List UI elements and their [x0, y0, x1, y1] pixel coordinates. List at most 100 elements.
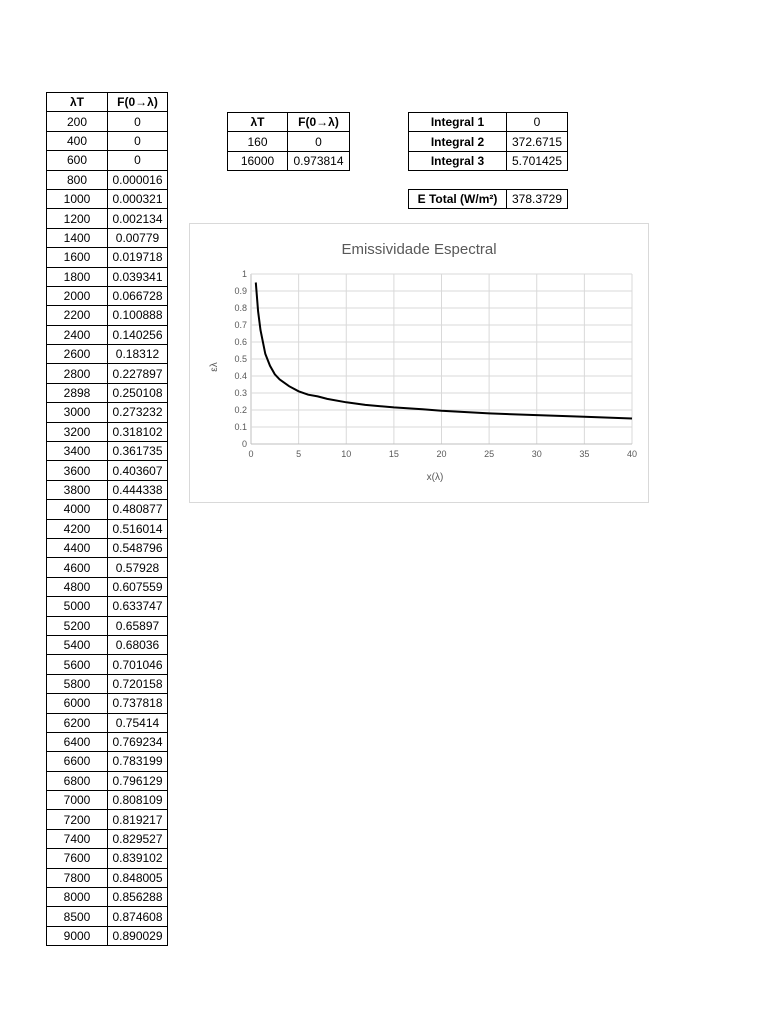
- cell-lambda-t[interactable]: 5200: [46, 615, 108, 636]
- cell-lambda-t[interactable]: 9000: [46, 925, 108, 947]
- cell-lambda-t[interactable]: 5600: [46, 654, 108, 675]
- cell-lambda-t[interactable]: 2600: [46, 344, 108, 365]
- cell-fraction[interactable]: 0.808109: [107, 790, 168, 811]
- cell-fraction[interactable]: 0.18312: [107, 344, 168, 365]
- cell-fraction[interactable]: 0.973814: [287, 150, 350, 172]
- cell-fraction[interactable]: 0.65897: [107, 615, 168, 636]
- cell-lambda-t[interactable]: 6400: [46, 731, 108, 753]
- cell-fraction[interactable]: 0.783199: [107, 751, 168, 772]
- cell-fraction[interactable]: 0: [107, 111, 168, 132]
- cell-fraction[interactable]: 0.633747: [107, 596, 168, 617]
- cell-lambda-t[interactable]: 4400: [46, 537, 108, 559]
- cell-lambda-t[interactable]: 6000: [46, 693, 108, 714]
- emissivity-chart[interactable]: Emissividade Espectral 0 5 10 15 20 25 30 35 40 0…: [189, 223, 649, 503]
- cell-lambda-t[interactable]: 4000: [46, 499, 108, 520]
- cell-fraction[interactable]: 0.856288: [107, 887, 168, 908]
- cell-lambda-t[interactable]: 3400: [46, 441, 108, 462]
- cell-lambda-t[interactable]: 4800: [46, 576, 108, 598]
- cell-fraction[interactable]: 0.318102: [107, 421, 168, 443]
- cell-fraction[interactable]: 0.874608: [107, 906, 168, 927]
- cell-fraction[interactable]: 0: [107, 150, 168, 171]
- e-total-value[interactable]: 378.3729: [506, 188, 568, 210]
- cell-lambda-t[interactable]: 7600: [46, 848, 108, 869]
- cell-lambda-t[interactable]: 400: [46, 130, 108, 152]
- cell-lambda-t[interactable]: 2400: [46, 324, 108, 346]
- cell-fraction[interactable]: 0.250108: [107, 382, 168, 404]
- cell-lambda-t[interactable]: 7400: [46, 828, 108, 850]
- cell-fraction[interactable]: 0.019718: [107, 247, 168, 268]
- cell-lambda-t[interactable]: 600: [46, 150, 108, 171]
- integral-2-label[interactable]: Integral 2: [408, 131, 507, 152]
- cell-lambda-t[interactable]: 800: [46, 169, 108, 190]
- cell-fraction[interactable]: 0.066728: [107, 285, 168, 307]
- cell-lambda-t[interactable]: 3800: [46, 479, 108, 501]
- integral-1-label[interactable]: Integral 1: [408, 111, 507, 133]
- cell-fraction[interactable]: 0.516014: [107, 518, 168, 539]
- header-fraction[interactable]: F(0→λ): [107, 91, 168, 113]
- cell-lambda-t[interactable]: 2898: [46, 382, 108, 404]
- cell-lambda-t[interactable]: 2200: [46, 305, 108, 326]
- cell-lambda-t[interactable]: 7000: [46, 790, 108, 811]
- cell-fraction[interactable]: 0.227897: [107, 363, 168, 384]
- cell-lambda-t[interactable]: 1000: [46, 188, 108, 210]
- integral-1-value[interactable]: 0: [506, 111, 568, 133]
- cell-fraction[interactable]: 0.848005: [107, 867, 168, 889]
- cell-fraction[interactable]: 0.480877: [107, 499, 168, 520]
- integral-3-value[interactable]: 5.701425: [506, 150, 568, 172]
- cell-lambda-t[interactable]: 6600: [46, 751, 108, 772]
- cell-fraction[interactable]: 0.57928: [107, 557, 168, 578]
- cell-lambda-t[interactable]: 7800: [46, 867, 108, 889]
- cell-fraction[interactable]: 0.273232: [107, 402, 168, 423]
- cell-fraction[interactable]: 0.100888: [107, 305, 168, 326]
- header-fraction[interactable]: F(0→λ): [287, 111, 350, 133]
- cell-lambda-t[interactable]: 2000: [46, 285, 108, 307]
- integral-3-label[interactable]: Integral 3: [408, 150, 507, 172]
- cell-fraction[interactable]: 0.002134: [107, 208, 168, 229]
- cell-fraction[interactable]: 0.000016: [107, 169, 168, 190]
- cell-lambda-t[interactable]: 3000: [46, 402, 108, 423]
- cell-fraction[interactable]: 0.444338: [107, 479, 168, 501]
- cell-lambda-t[interactable]: 1400: [46, 227, 108, 249]
- cell-lambda-t[interactable]: 7200: [46, 809, 108, 830]
- cell-fraction[interactable]: 0.000321: [107, 188, 168, 210]
- cell-fraction[interactable]: 0: [107, 130, 168, 152]
- cell-lambda-t[interactable]: 6800: [46, 770, 108, 792]
- header-lambda-t[interactable]: λT: [227, 111, 288, 133]
- cell-lambda-t[interactable]: 3200: [46, 421, 108, 443]
- cell-lambda-t[interactable]: 8500: [46, 906, 108, 927]
- e-total-label[interactable]: E Total (W/m²): [408, 188, 507, 210]
- cell-lambda-t[interactable]: 5000: [46, 596, 108, 617]
- cell-fraction[interactable]: 0.039341: [107, 266, 168, 287]
- cell-fraction[interactable]: 0.75414: [107, 712, 168, 733]
- cell-fraction[interactable]: 0.720158: [107, 673, 168, 695]
- cell-fraction[interactable]: 0.361735: [107, 441, 168, 462]
- cell-fraction[interactable]: 0.737818: [107, 693, 168, 714]
- cell-lambda-t[interactable]: 4600: [46, 557, 108, 578]
- cell-lambda-t[interactable]: 3600: [46, 460, 108, 481]
- integral-2-value[interactable]: 372.6715: [506, 131, 568, 152]
- cell-fraction[interactable]: 0.769234: [107, 731, 168, 753]
- cell-lambda-t[interactable]: 5800: [46, 673, 108, 695]
- cell-fraction[interactable]: 0.607559: [107, 576, 168, 598]
- cell-lambda-t[interactable]: 5400: [46, 634, 108, 656]
- cell-lambda-t[interactable]: 1600: [46, 247, 108, 268]
- cell-fraction[interactable]: 0.403607: [107, 460, 168, 481]
- header-lambda-t[interactable]: λT: [46, 91, 108, 113]
- cell-lambda-t[interactable]: 4200: [46, 518, 108, 539]
- cell-fraction[interactable]: 0.796129: [107, 770, 168, 792]
- cell-fraction[interactable]: 0.890029: [107, 925, 168, 947]
- cell-fraction[interactable]: 0.839102: [107, 848, 168, 869]
- cell-fraction[interactable]: 0.140256: [107, 324, 168, 346]
- cell-fraction[interactable]: 0.68036: [107, 634, 168, 656]
- cell-lambda-t[interactable]: 200: [46, 111, 108, 132]
- cell-lambda-t[interactable]: 16000: [227, 150, 288, 172]
- cell-lambda-t[interactable]: 1200: [46, 208, 108, 229]
- cell-fraction[interactable]: 0.819217: [107, 809, 168, 830]
- cell-fraction[interactable]: 0.00779: [107, 227, 168, 249]
- cell-lambda-t[interactable]: 2800: [46, 363, 108, 384]
- cell-fraction[interactable]: 0.829527: [107, 828, 168, 850]
- cell-lambda-t[interactable]: 1800: [46, 266, 108, 287]
- cell-lambda-t[interactable]: 8000: [46, 887, 108, 908]
- cell-fraction[interactable]: 0: [287, 131, 350, 152]
- cell-lambda-t[interactable]: 160: [227, 131, 288, 152]
